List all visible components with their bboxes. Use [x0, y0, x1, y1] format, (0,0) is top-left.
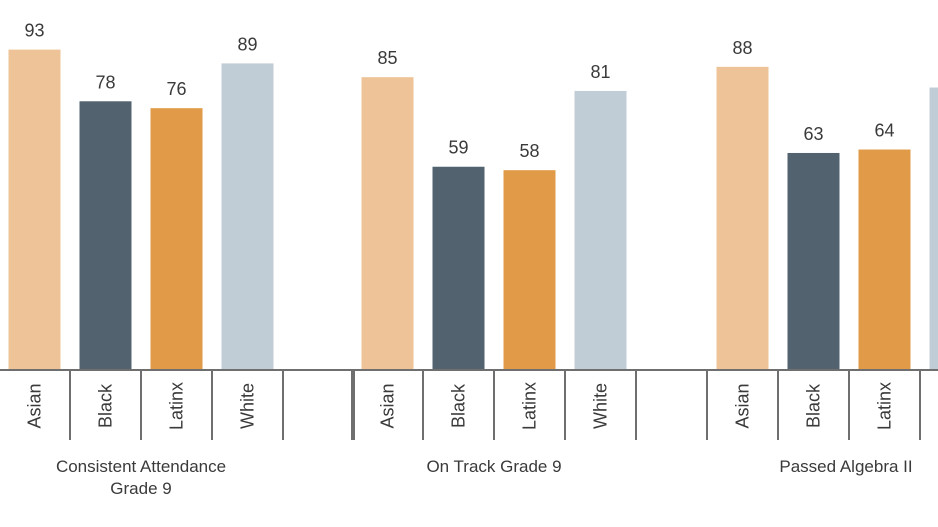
tick-label-asian: Asian	[25, 383, 45, 428]
value-label: 93	[24, 21, 44, 41]
bar-black	[432, 166, 485, 370]
value-label: 78	[95, 72, 115, 92]
bar-latinx	[150, 108, 203, 371]
bar-white	[221, 63, 274, 371]
tick-label-white: White	[238, 383, 258, 429]
bar-asian	[8, 49, 61, 371]
tick-label-asian: Asian	[733, 383, 753, 428]
tick-label-black: Black	[449, 383, 469, 428]
bar-latinx	[503, 170, 556, 370]
value-label: 76	[166, 79, 186, 99]
bar-black	[787, 152, 840, 370]
value-label: 85	[377, 48, 397, 68]
bar-black	[79, 101, 132, 370]
labels-layer: 93 Asian 78 Black 76 Latinx 89 White Consistent …	[24, 21, 912, 498]
bar-latinx	[858, 149, 911, 370]
group-label: On Track Grade 9	[426, 457, 561, 476]
value-label: 58	[519, 141, 539, 161]
bars-layer	[8, 49, 938, 371]
bar-asian	[361, 77, 414, 371]
bar-asian	[716, 66, 769, 370]
group-label: Passed Algebra II	[779, 457, 912, 476]
tick-label-black: Black	[804, 383, 824, 428]
value-label: 88	[732, 38, 752, 58]
tick-label-latinx: Latinx	[520, 382, 540, 430]
tick-label-white: White	[591, 383, 611, 429]
bar-white	[574, 90, 627, 370]
bar-white	[929, 87, 938, 370]
value-label: 81	[590, 62, 610, 82]
value-label: 59	[448, 138, 468, 158]
tick-label-latinx: Latinx	[167, 382, 187, 430]
tick-label-latinx: Latinx	[875, 382, 895, 430]
tick-label-asian: Asian	[378, 383, 398, 428]
category-axis	[0, 369, 938, 440]
value-label: 64	[874, 121, 894, 141]
value-label: 89	[237, 34, 257, 54]
value-label: 63	[803, 124, 823, 144]
tick-label-black: Black	[96, 383, 116, 428]
group-label: Grade 9	[110, 479, 171, 498]
group-label: Consistent Attendance	[56, 457, 226, 476]
